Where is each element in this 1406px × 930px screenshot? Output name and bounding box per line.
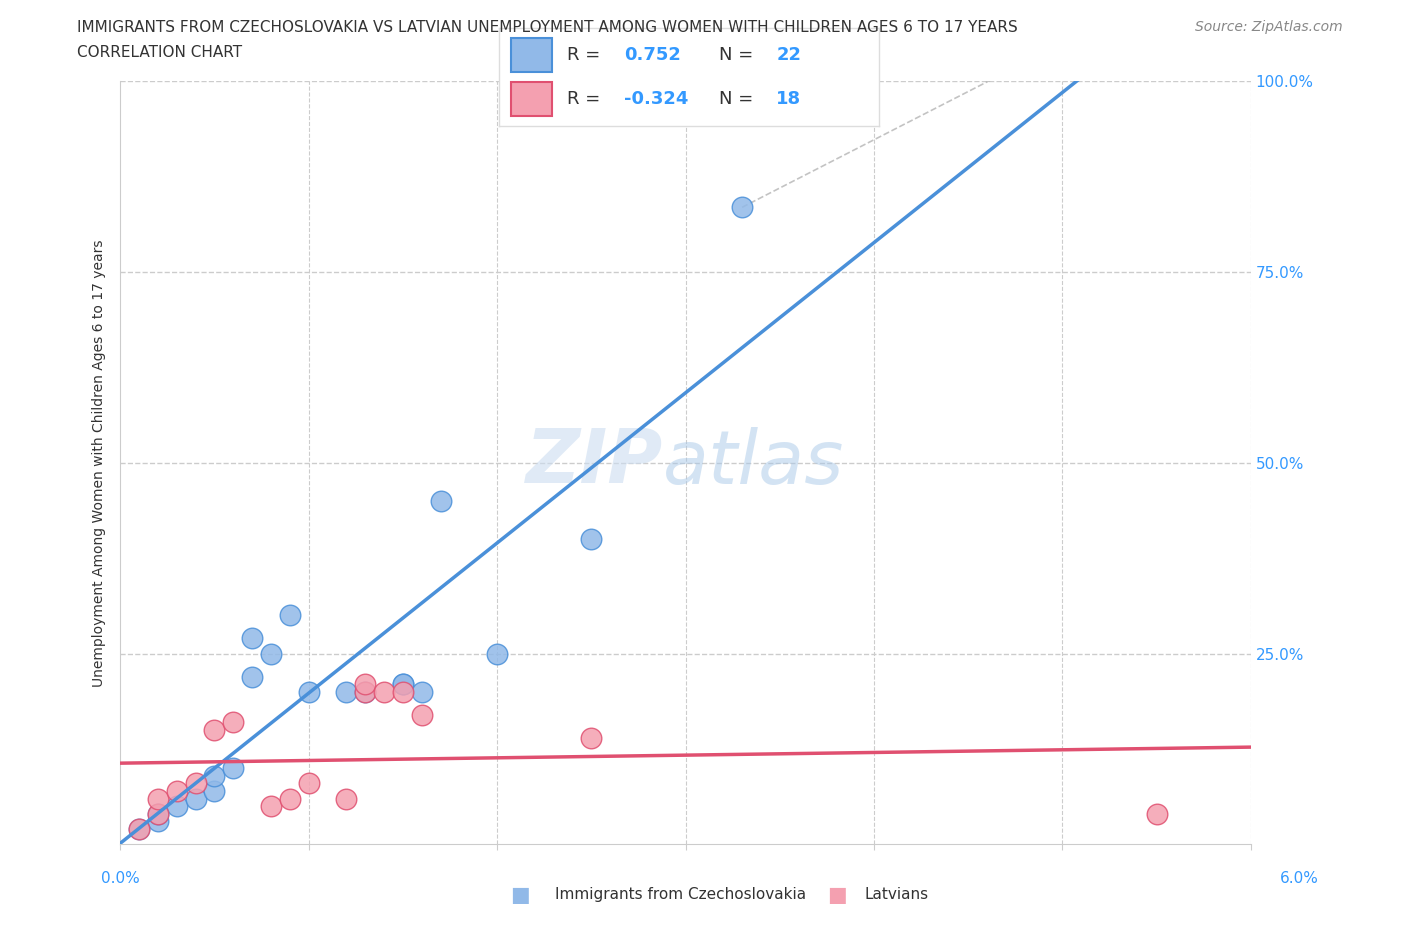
Point [278,608,301,623]
Point [260,646,283,661]
Point [128,821,150,836]
Point [204,783,226,798]
Point [240,669,263,684]
Text: atlas: atlas [662,427,844,498]
Point [392,677,415,692]
FancyBboxPatch shape [510,37,553,72]
Text: Latvians: Latvians [865,887,929,902]
Point [260,799,283,814]
Point [204,723,226,737]
Point [581,730,603,745]
Point [392,684,415,699]
Point [429,494,451,509]
Point [298,776,321,790]
Text: 0.752: 0.752 [624,46,682,64]
Text: -0.324: -0.324 [624,90,689,108]
Point [166,799,188,814]
Text: ■: ■ [827,884,846,905]
Text: 0.0%: 0.0% [101,871,141,886]
Point [411,707,433,722]
Text: ■: ■ [510,884,530,905]
Point [240,631,263,645]
Point [731,200,754,215]
Text: Immigrants from Czechoslovakia: Immigrants from Czechoslovakia [555,887,807,902]
Point [335,684,357,699]
Point [581,532,603,547]
Point [392,677,415,692]
Point [278,791,301,806]
Point [128,821,150,836]
Point [146,814,169,829]
Point [184,776,207,790]
Point [1146,806,1168,821]
Point [146,806,169,821]
Point [354,684,377,699]
Point [411,684,433,699]
Point [222,761,245,776]
Text: N =: N = [720,46,759,64]
Point [354,677,377,692]
Point [222,715,245,730]
Text: R =: R = [568,46,606,64]
Y-axis label: Unemployment Among Women with Children Ages 6 to 17 years: Unemployment Among Women with Children A… [93,239,107,686]
Point [184,791,207,806]
Point [373,684,395,699]
Text: Source: ZipAtlas.com: Source: ZipAtlas.com [1195,20,1343,34]
Text: R =: R = [568,90,606,108]
FancyBboxPatch shape [510,82,553,116]
Text: IMMIGRANTS FROM CZECHOSLOVAKIA VS LATVIAN UNEMPLOYMENT AMONG WOMEN WITH CHILDREN: IMMIGRANTS FROM CZECHOSLOVAKIA VS LATVIA… [77,20,1018,35]
Point [204,768,226,783]
Text: N =: N = [720,90,759,108]
Point [146,791,169,806]
Point [298,684,321,699]
Point [146,806,169,821]
Text: 18: 18 [776,90,801,108]
Point [486,646,509,661]
Text: CORRELATION CHART: CORRELATION CHART [77,45,242,60]
Text: 22: 22 [776,46,801,64]
Point [354,684,377,699]
Point [335,791,357,806]
Point [166,783,188,798]
Text: ZIP: ZIP [526,426,662,499]
Text: 6.0%: 6.0% [1279,871,1319,886]
